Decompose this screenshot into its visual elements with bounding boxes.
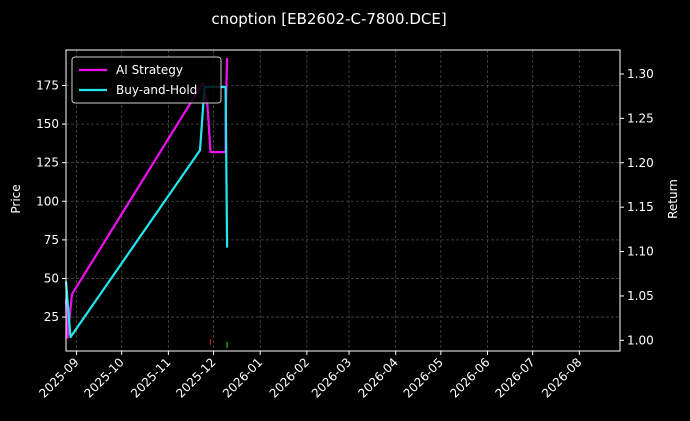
y-tick-label: 100 [36,194,59,208]
y-axis-label: Price [9,184,23,213]
y-tick-label: 50 [44,271,59,285]
y-tick-label: 150 [36,117,59,131]
legend-entry: AI Strategy [116,63,183,77]
legend-entry: Buy-and-Hold [116,83,197,97]
y-tick-label: 25 [44,310,59,324]
series-line-buy-and-hold [64,85,229,339]
y2-tick-label: 1.10 [627,245,654,259]
series-layer [64,57,229,348]
y-tick-label: 75 [44,233,59,247]
y2-tick-label: 1.30 [627,67,654,81]
chart-title: cnoption [EB2602-C-7800.DCE] [211,10,446,28]
y2-tick-label: 1.20 [627,156,654,170]
plot-frame [65,49,621,352]
y2-tick-label: 1.15 [627,200,654,214]
legend-box [71,56,222,104]
y-tick-label: 175 [36,79,59,93]
y2-tick-label: 1.00 [627,333,654,347]
y2-tick-label: 1.05 [627,289,654,303]
y2-tick-label: 1.25 [627,111,654,125]
legend: AI Strategy Buy-and-Hold [71,56,222,104]
y-tick-label: 125 [36,156,59,170]
y2-axis-label: Return [666,179,680,219]
